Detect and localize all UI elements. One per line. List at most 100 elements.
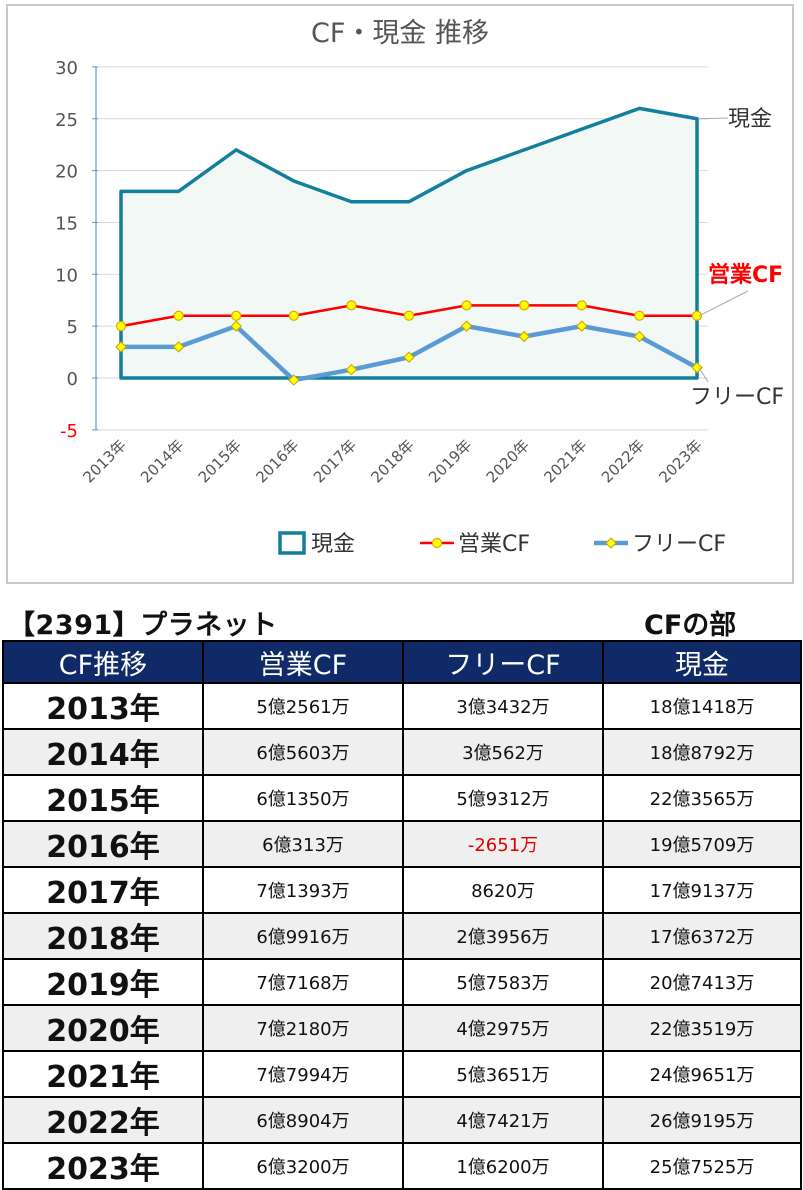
x-tick-label: 2014年	[137, 436, 187, 486]
operating-cf-point	[634, 310, 645, 321]
year-cell: 2015年	[2, 774, 204, 822]
operating-cf-cell: 6億8904万	[202, 1096, 404, 1144]
y-tick-label: -5	[60, 421, 78, 442]
table-row: 2016年 6億313万 -2651万 19億5709万	[2, 820, 802, 868]
chart-title: CF・現金 推移	[311, 18, 489, 49]
free-cf-cell: -2651万	[402, 820, 604, 868]
x-tick-label: 2019年	[425, 436, 475, 486]
free-cf-point	[460, 320, 473, 332]
table-row: 2019年 7億7168万 5億7583万 20億7413万	[2, 958, 802, 1006]
section-title: CFの部	[644, 610, 737, 641]
cash-cell: 26億9195万	[602, 1096, 802, 1144]
cash-cell: 24億9651万	[602, 1050, 802, 1098]
table-header-row: CF推移 営業CF フリーCF 現金	[2, 640, 802, 684]
operating-cf-cell: 7億7168万	[202, 958, 404, 1006]
free-cf-cell: 4億7421万	[402, 1096, 604, 1144]
operating-cf-point	[173, 310, 184, 321]
operating-cf-cell: 6億5603万	[202, 728, 404, 776]
y-tick-label: 0	[67, 369, 78, 390]
operating-cf-cell: 7億1393万	[202, 866, 404, 914]
operating-cf-point	[115, 321, 127, 332]
cash-cell: 20億7413万	[602, 958, 802, 1006]
chart-frame: CF・現金 推移 30 25 20 15 10 5 0 -5 2013年 2014年 2015年 201…	[6, 4, 794, 584]
free-cf-cell: 5億9312万	[402, 774, 604, 822]
operating-cf-cell: 7億2180万	[202, 1004, 404, 1052]
x-tick-label: 2017年	[310, 436, 360, 486]
free-cf-cell: 1億6200万	[402, 1142, 604, 1190]
year-cell: 2019年	[2, 958, 204, 1006]
operating-cf-point	[461, 300, 472, 311]
table-row: 2013年 5億2561万 3億3432万 18億1418万	[2, 682, 802, 730]
free-cf-cell: 3億3432万	[402, 682, 604, 730]
cash-cell: 22億3519万	[602, 1004, 802, 1052]
column-header-year: CF推移	[2, 640, 204, 684]
free-cf-point	[288, 374, 300, 386]
table-body: 2013年 5億2561万 3億3432万 18億1418万 2014年 6億5603万 3…	[2, 682, 802, 1190]
end-label-operating-cf: 営業CF	[708, 262, 783, 288]
operating-cf-cell: 7億7994万	[202, 1050, 404, 1098]
legend-free-marker	[605, 537, 617, 549]
end-label-free-cf: フリーCF	[690, 385, 784, 410]
operating-cf-cell: 6億3200万	[202, 1142, 404, 1190]
x-tick-label: 2016年	[252, 436, 302, 486]
y-tick-label: 30	[55, 58, 78, 79]
x-tick-label: 2015年	[195, 436, 245, 486]
operating-cf-cell: 6億1350万	[202, 774, 404, 822]
legend-free-label: フリーCF	[632, 532, 726, 557]
operating-cf-point	[403, 310, 415, 321]
free-cf-point	[172, 341, 185, 353]
free-cf-point	[345, 363, 358, 376]
operating-cf-point	[346, 300, 357, 311]
cash-cell: 19億5709万	[602, 820, 802, 868]
x-tick-label: 2013年	[79, 436, 129, 486]
x-tick-label: 2021年	[540, 436, 590, 486]
column-header-cash: 現金	[602, 640, 802, 684]
year-cell: 2017年	[2, 866, 204, 914]
year-cell: 2020年	[2, 1004, 204, 1052]
x-tick-label: 2022年	[598, 436, 648, 486]
operating-cf-cell: 6億313万	[202, 820, 404, 868]
legend-operating-marker	[431, 537, 443, 549]
free-cf-point	[403, 351, 415, 363]
operating-cf-point	[576, 300, 587, 311]
table-row: 2015年 6億1350万 5億9312万 22億3565万	[2, 774, 802, 822]
operating-cf-cell: 6億9916万	[202, 912, 404, 960]
y-tick-label: 10	[55, 265, 78, 286]
series-cash-area	[119, 106, 699, 380]
column-header-operating-cf: 営業CF	[202, 640, 404, 684]
cash-cell: 25億7525万	[602, 1142, 802, 1190]
y-tick-label: 25	[55, 110, 78, 131]
free-cf-point	[691, 361, 703, 374]
year-cell: 2014年	[2, 728, 204, 776]
y-tick-label: 15	[55, 213, 78, 234]
leader-line	[698, 367, 709, 383]
year-cell: 2018年	[2, 912, 204, 960]
x-tick-label: 2020年	[483, 436, 533, 486]
year-cell: 2023年	[2, 1142, 204, 1190]
legend-operating-label: 営業CF	[458, 532, 530, 557]
free-cf-point	[633, 330, 646, 343]
cash-cell: 22億3565万	[602, 774, 802, 822]
operating-cf-point	[519, 300, 530, 311]
free-cf-cell: 3億562万	[402, 728, 604, 776]
operating-cf-cell: 5億2561万	[202, 682, 404, 730]
legend-cash-label: 現金	[311, 532, 355, 557]
operating-cf-point	[231, 310, 242, 321]
cash-cell: 17億6372万	[602, 912, 802, 960]
cash-cell: 17億9137万	[602, 866, 802, 914]
free-cf-point	[576, 320, 588, 332]
column-header-free-cf: フリーCF	[402, 640, 604, 684]
table-row: 2021年 7億7994万 5億3651万 24億9651万	[2, 1050, 802, 1098]
legend-cash-swatch	[278, 531, 306, 555]
company-title: 【2391】プラネット	[8, 610, 278, 641]
free-cf-cell: 4億2975万	[402, 1004, 604, 1052]
end-label-cash: 現金	[728, 107, 772, 132]
table-row: 2022年 6億8904万 4億7421万 26億9195万	[2, 1096, 802, 1144]
cash-cell: 18億1418万	[602, 682, 802, 730]
year-cell: 2021年	[2, 1050, 204, 1098]
free-cf-cell: 2億3956万	[402, 912, 604, 960]
cash-cell: 18億8792万	[602, 728, 802, 776]
operating-cf-point	[691, 310, 703, 321]
free-cf-cell: 5億7583万	[402, 958, 604, 1006]
